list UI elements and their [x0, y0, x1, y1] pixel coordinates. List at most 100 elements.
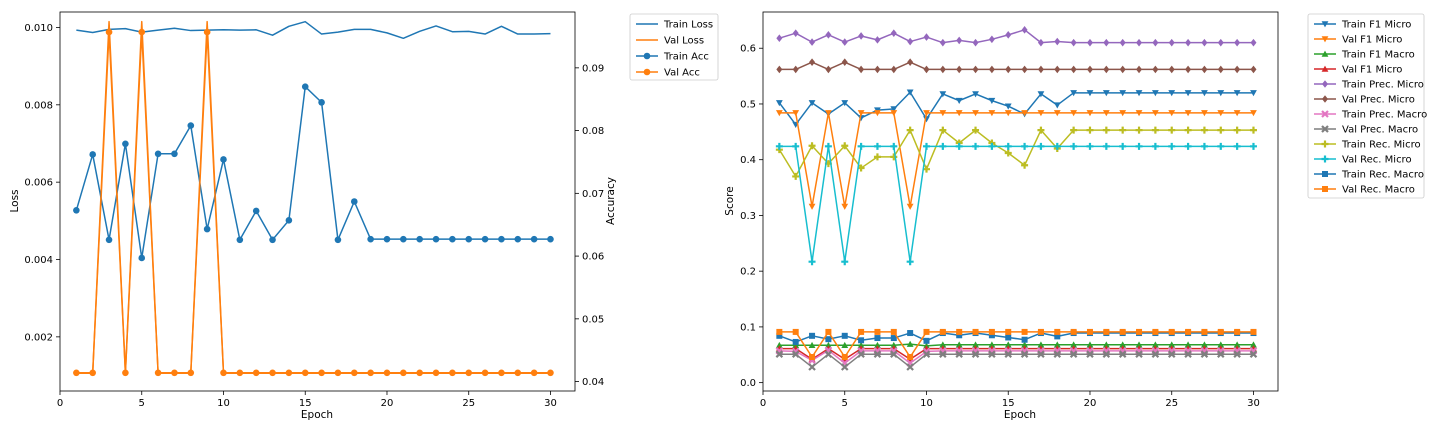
- point-val-rec-macro: [792, 328, 799, 335]
- point-val-f1-micro: [1184, 110, 1192, 117]
- point-val-f1-micro: [874, 110, 881, 117]
- point-train-f1-macro: [792, 341, 800, 349]
- point-val-rec-micro: [841, 258, 849, 266]
- point-val-prec-macro: [1233, 350, 1241, 358]
- point-train-f1-micro: [890, 106, 898, 113]
- point-val-rec-macro: [841, 354, 848, 361]
- y-tick-label: 0.004: [24, 255, 53, 266]
- point-val-prec-macro: [1086, 350, 1094, 358]
- point-train-f1-macro: [1102, 341, 1110, 348]
- point-val-rec-micro: [906, 258, 914, 266]
- point-val-rec-macro: [825, 328, 832, 335]
- chart0-y-axis-label: Loss: [9, 189, 21, 212]
- point-train-f1-micro: [1201, 90, 1208, 97]
- chart1-y-axis-label: Score: [724, 186, 736, 215]
- point-val-prec-micro: [858, 65, 865, 74]
- point-val-f1-micro: [841, 203, 849, 210]
- point-train-f1-micro: [906, 89, 914, 96]
- point-train-acc: [547, 235, 554, 243]
- chart1-legend: Train F1 Micro Val F1 Micro Train F1 Macro…: [1307, 13, 1427, 199]
- x-tick-label: 10: [920, 398, 933, 409]
- legend-item-val-prec-micro: Val Prec. Micro: [1314, 95, 1415, 106]
- point-val-prec-micro: [1037, 65, 1044, 74]
- point-train-f1-macro: [857, 341, 865, 349]
- point-train-f1-micro: [1037, 91, 1045, 98]
- point-val-prec-micro: [1086, 65, 1093, 74]
- x-tick-label: 30: [1247, 398, 1260, 409]
- legend-label: Train Acc: [663, 52, 709, 63]
- point-train-f1-micro: [841, 100, 849, 107]
- point-train-acc: [301, 83, 309, 90]
- point-train-f1-macro: [1086, 341, 1094, 348]
- point-train-acc: [122, 140, 129, 148]
- point-train-prec-micro: [792, 29, 799, 37]
- point-train-f1-micro: [775, 100, 783, 107]
- point-train-prec-micro: [956, 36, 963, 45]
- point-val-rec-macro: [1168, 328, 1175, 335]
- point-train-prec-micro: [1086, 38, 1093, 47]
- point-val-prec-macro: [808, 363, 816, 371]
- point-train-rec-micro: [1102, 126, 1110, 134]
- point-val-acc: [89, 369, 96, 377]
- legend-item-val-rec-micro: Val Rec. Micro: [1314, 155, 1412, 166]
- point-train-rec-micro: [808, 142, 816, 150]
- point-train-acc: [252, 207, 260, 215]
- point-val-acc: [252, 369, 260, 377]
- point-train-rec-macro: [890, 335, 897, 342]
- legend-item-train-f1-macro: Train F1 Macro: [1314, 50, 1415, 61]
- point-val-prec-micro: [1234, 65, 1241, 74]
- legend-label: Train Loss: [663, 20, 713, 31]
- point-train-f1-micro: [1102, 90, 1110, 97]
- point-train-acc: [530, 235, 538, 243]
- point-train-acc: [220, 156, 227, 163]
- point-train-f1-macro: [1201, 341, 1208, 348]
- point-val-f1-micro: [1053, 110, 1061, 117]
- series-val-prec-micro-5: [776, 58, 1257, 74]
- x-tick-label: 5: [139, 398, 145, 409]
- point-val-prec-micro: [956, 65, 963, 74]
- point-val-acc: [514, 369, 522, 377]
- point-val-prec-macro: [988, 350, 996, 358]
- point-val-prec-macro: [1167, 350, 1176, 358]
- point-train-rec-micro: [873, 153, 881, 161]
- legend-marker: [643, 52, 651, 60]
- point-val-rec-micro: [1086, 142, 1094, 150]
- point-val-rec-micro: [1184, 142, 1192, 150]
- point-val-rec-micro: [824, 142, 832, 150]
- legend-marker: [1321, 21, 1329, 28]
- point-val-rec-macro: [1234, 328, 1241, 335]
- series-train-loss-0: [76, 20, 551, 40]
- x-tick-label: 10: [217, 398, 230, 409]
- y-right-tick-label: 0.09: [582, 63, 604, 74]
- series-train-acc-2: [73, 83, 554, 262]
- point-val-rec-micro: [972, 142, 980, 150]
- point-train-rec-macro: [1054, 333, 1061, 340]
- point-val-rec-micro: [1200, 142, 1208, 150]
- point-train-f1-micro: [1135, 90, 1143, 97]
- point-val-rec-macro: [1103, 328, 1110, 335]
- point-train-rec-micro: [890, 153, 898, 161]
- point-val-prec-micro: [809, 58, 816, 66]
- series-val-rec-micro-9: [775, 142, 1257, 266]
- point-train-prec-micro: [809, 38, 816, 46]
- y-tick-label: 0.5: [740, 99, 756, 110]
- legend-label: Train Prec. Micro: [1341, 80, 1424, 91]
- legend-label: Train Rec. Micro: [1341, 140, 1421, 151]
- point-train-acc: [350, 198, 358, 205]
- point-train-f1-macro: [1233, 341, 1241, 348]
- point-val-prec-macro: [1069, 350, 1078, 358]
- point-val-rec-micro: [1217, 142, 1225, 150]
- point-val-prec-micro: [874, 65, 881, 74]
- point-val-prec-macro: [791, 350, 800, 358]
- point-train-f1-macro: [824, 341, 832, 349]
- point-val-rec-micro: [775, 142, 783, 150]
- point-val-prec-macro: [1200, 350, 1209, 358]
- point-train-rec-micro: [972, 126, 980, 134]
- point-val-acc: [285, 369, 293, 377]
- point-train-f1-macro: [972, 341, 979, 348]
- point-train-acc: [432, 235, 440, 243]
- point-train-f1-macro: [1151, 341, 1159, 348]
- point-train-f1-micro: [972, 91, 979, 98]
- chart0-x-axis-label: Epoch: [301, 409, 333, 421]
